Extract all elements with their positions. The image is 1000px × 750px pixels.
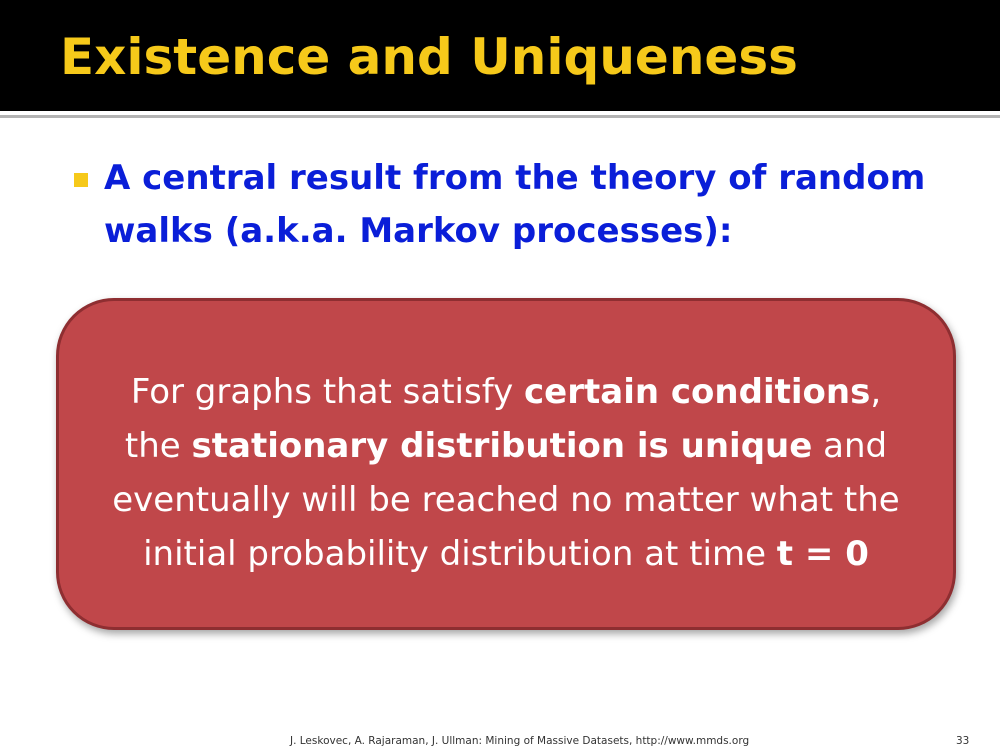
callout-line2-bold: stationary distribution is unique bbox=[191, 426, 813, 466]
callout-line4-bold: t = 0 bbox=[776, 534, 869, 574]
callout-line4-a: initial probability distribution at time bbox=[143, 534, 777, 574]
footer-citation: J. Leskovec, A. Rajaraman, J. Ullman: Mi… bbox=[290, 735, 750, 747]
title-bar: Existence and Uniqueness bbox=[0, 0, 1000, 111]
callout-box: For graphs that satisfy certain conditio… bbox=[56, 298, 956, 630]
slide-title: Existence and Uniqueness bbox=[60, 28, 798, 86]
bullet-marker bbox=[74, 173, 88, 187]
bullet-text: A central result from the theory of rand… bbox=[104, 152, 934, 258]
bullet-line-1: A central result from the theory of rand… bbox=[104, 158, 926, 198]
page-number: 33 bbox=[956, 735, 970, 747]
callout-line1-a: For graphs that satisfy bbox=[130, 372, 525, 412]
callout-line1-bold: certain conditions bbox=[524, 372, 871, 412]
bullet-line-2: walks (a.k.a. Markov processes): bbox=[104, 211, 733, 251]
callout-line2-c: and bbox=[812, 426, 888, 466]
callout-line3: eventually will be reached no matter wha… bbox=[112, 480, 900, 520]
callout-text: For graphs that satisfy certain conditio… bbox=[59, 365, 953, 581]
callout-line2-a: the bbox=[124, 426, 192, 466]
title-divider bbox=[0, 115, 1000, 118]
callout-line1-c: , bbox=[870, 372, 882, 412]
